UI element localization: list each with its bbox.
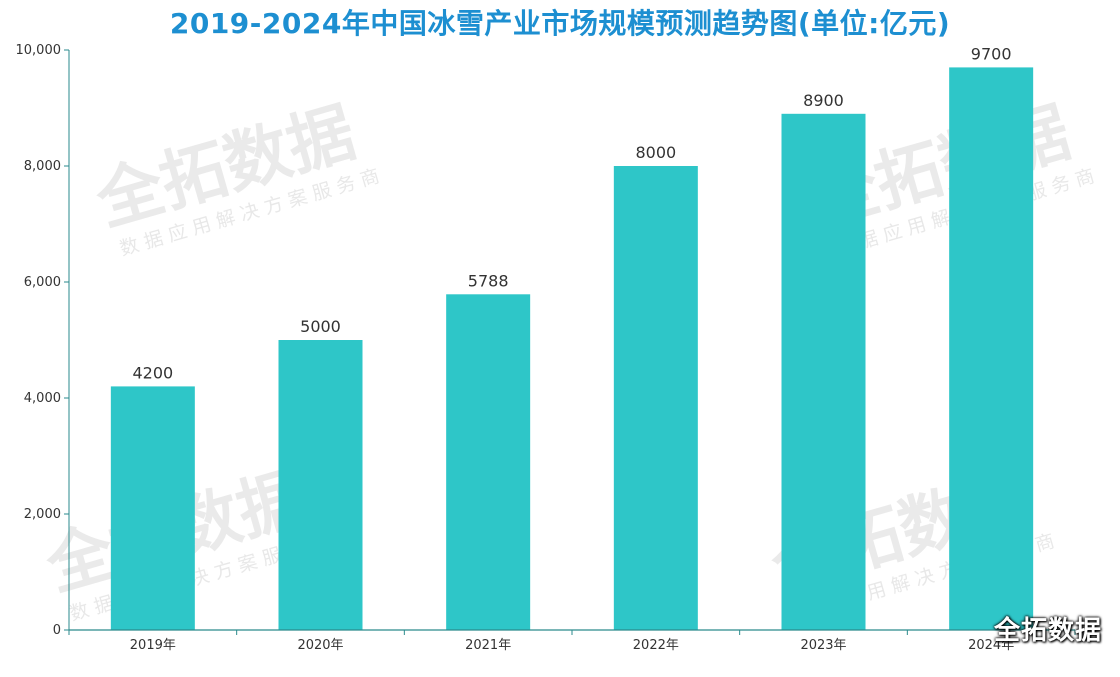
x-tick-label: 2022年 [633, 638, 679, 653]
bar-value-label: 5788 [468, 271, 509, 290]
bar-value-label: 9700 [971, 44, 1012, 63]
bar [613, 166, 698, 630]
y-tick-label: 10,000 [16, 43, 62, 58]
bar [278, 340, 363, 630]
bar [110, 386, 195, 630]
bar [781, 113, 866, 631]
chart-title: 2019-2024年中国冰雪产业市场规模预测趋势图(单位:亿元) [169, 7, 951, 40]
bars-group [110, 67, 1034, 631]
value-labels-group: 4200 5000 5788 8000 8900 9700 [132, 44, 1011, 382]
corner-logo: 全拓数据 [993, 616, 1102, 646]
y-tick-label: 4,000 [24, 391, 61, 406]
x-tick-label: 2024年 [968, 638, 1014, 653]
y-tick-label: 8,000 [24, 159, 61, 174]
bar-value-label: 5000 [300, 317, 341, 336]
y-tick-label: 2,000 [24, 507, 61, 522]
x-tick-label: 2021年 [465, 638, 511, 653]
bar [446, 294, 531, 630]
x-tick-label: 2023年 [800, 638, 846, 653]
bar-value-label: 4200 [132, 363, 173, 382]
y-tick-label: 0 [53, 623, 61, 638]
y-tick-label: 6,000 [24, 275, 61, 290]
x-tick-label: 2020年 [297, 638, 343, 653]
bar-value-label: 8000 [635, 143, 676, 162]
axes-group: 0 2,000 4,000 6,000 8,000 10,000 2019年 2020年 202… [16, 43, 1076, 653]
x-tick-label: 2019年 [130, 638, 176, 653]
bar-value-label: 8900 [803, 91, 844, 110]
bar [949, 67, 1034, 630]
